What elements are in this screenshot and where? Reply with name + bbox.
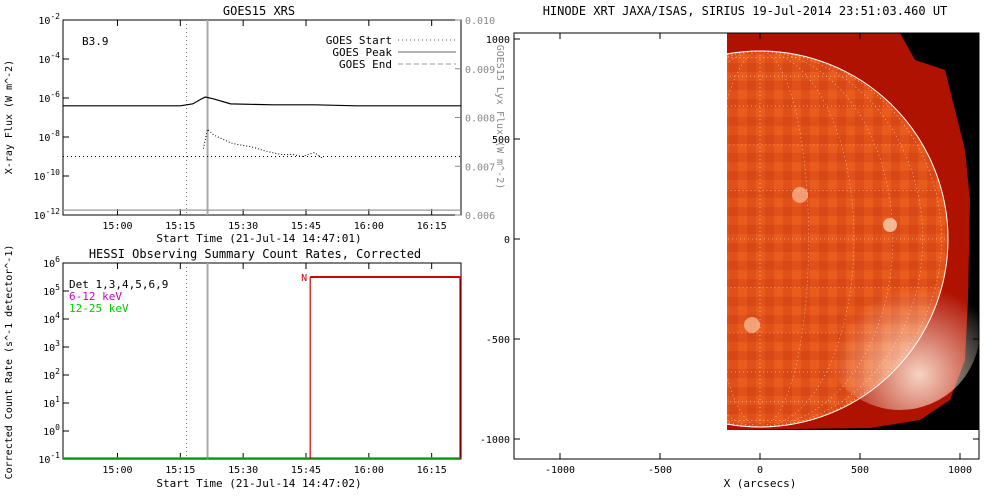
goes-annotation: B3.9 [82,35,109,48]
goes-ytick-label: 10-6 [38,90,60,105]
goes-ytick-label: 10-10 [34,168,61,183]
hessi-xtick-label: 15:00 [102,465,132,476]
hessi-xlabel: Start Time (21-Jul-14 14:47:02) [156,477,361,490]
xrt-panel: HINODE XRT JAXA/ISAS, SIRIUS 19-Jul-2014… [480,4,980,490]
active-region-2 [883,218,897,232]
xrt-xtick-label: -500 [648,465,672,476]
solar-image [727,33,979,430]
hessi-xtick-label: 15:45 [291,465,321,476]
goes-marks: 15:00 15:15 15:30 15:45 16:00 16:15 10-12 10-10… [34,12,496,232]
goes-ytick-label: 10-12 [34,207,61,222]
solar-limb [727,50,949,428]
xrt-xtick-label: 0 [757,465,763,476]
xrt-axes: -1000 -500 0 500 1000 1000 500 0 -500 -1000 [480,33,979,476]
goes-xtick-label: 16:15 [417,221,447,232]
goes-legend: GOES Start GOES Peak GOES End [326,34,456,71]
legend-detectors: Det 1,3,4,5,6,9 [69,278,168,291]
grid-longitude [759,50,809,428]
xrt-ytick-label: 500 [492,135,510,146]
goes-ytick-label: 10-4 [38,51,60,66]
hessi-marks: 15:00 15:15 15:30 15:45 16:00 16:15 10-1 100 101… [38,255,461,476]
legend-goes-start: GOES Start [326,34,392,47]
goes-ylabel: X-ray Flux (W m^-2) [4,60,15,174]
goes-y2tick-label: 0.006 [465,211,495,222]
heliographic-grid [727,50,948,428]
legend-12-25kev: 12-25 keV [69,302,129,315]
limb-brightening [820,250,979,410]
hessi-night-flag: N [301,273,307,284]
goes-xtick-label: 15:00 [102,221,132,232]
hessi-title: HESSI Observing Summary Count Rates, Cor… [89,247,421,261]
xrt-ytick-label: -1000 [480,435,510,446]
xrt-xtick-label: -1000 [545,465,575,476]
goes-series-short-channel [202,128,324,159]
goes-y2tick-label: 0.009 [465,65,495,76]
goes-xtick-label: 15:45 [291,221,321,232]
hessi-legend: Det 1,3,4,5,6,9 6-12 keV 12-25 keV [69,278,168,315]
legend-goes-peak: GOES Peak [332,46,392,59]
xrt-title: HINODE XRT JAXA/ISAS, SIRIUS 19-Jul-2014… [543,4,948,18]
goes-xlabel: Start Time (21-Jul-14 14:47:01) [156,232,361,245]
goes-xtick-label: 16:00 [354,221,384,232]
hessi-ytick-label: 101 [43,395,60,410]
hessi-ytick-label: 104 [43,311,60,326]
goes-y2tick-label: 0.010 [465,16,495,27]
goes-y2tick-label: 0.007 [465,162,495,173]
hessi-ytick-label: 106 [43,255,60,270]
grid-longitude [759,50,942,428]
xrt-ytick-label: 1000 [486,35,510,46]
goes-y2label: GOES15 Lyx Flux (W m^-2) [494,45,505,190]
goes-frame [62,19,462,216]
grid-longitude [759,50,855,428]
xrt-frame [513,32,980,460]
legend-6-12kev: 6-12 keV [69,290,122,303]
hessi-ytick-label: 105 [43,283,60,298]
goes-series-long-channel [63,96,461,107]
hessi-ylabel: Corrected Count Rate (s^-1 detector^-1) [4,245,15,480]
legend-goes-end: GOES End [339,58,392,71]
xrt-ytick-label: 0 [504,235,510,246]
xrt-xlabel: X (arcsecs) [724,477,797,490]
hessi-panel: HESSI Observing Summary Count Rates, Cor… [4,245,462,490]
goes-xtick-label: 15:15 [165,221,195,232]
goes-ytick-label: 10-2 [38,12,60,27]
goes-xtick-label: 15:30 [228,221,258,232]
hessi-ytick-label: 100 [43,423,60,438]
hessi-xtick-label: 16:00 [354,465,384,476]
hessi-ytick-label: 10-1 [38,451,60,466]
goes-y2tick-label: 0.008 [465,114,495,125]
hessi-ytick-label: 103 [43,339,60,354]
grid-longitude [727,50,761,428]
xrt-ytick-label: -500 [486,335,510,346]
hessi-ytick-label: 102 [43,367,60,382]
goes-title: GOES15 XRS [223,4,295,18]
hessi-frame [62,262,462,460]
goes-ytick-label: 10-8 [38,129,60,144]
hessi-xtick-label: 16:15 [417,465,447,476]
xrt-xtick-label: 500 [851,465,869,476]
hessi-xtick-label: 15:15 [165,465,195,476]
goes-panel: GOES15 XRS 15:00 15:15 15:30 15:45 16:00 16:1… [4,4,505,245]
active-region-3 [744,317,760,333]
xrt-xtick-label: 1000 [948,465,972,476]
active-region-1 [792,187,808,203]
hessi-xtick-label: 15:30 [228,465,258,476]
